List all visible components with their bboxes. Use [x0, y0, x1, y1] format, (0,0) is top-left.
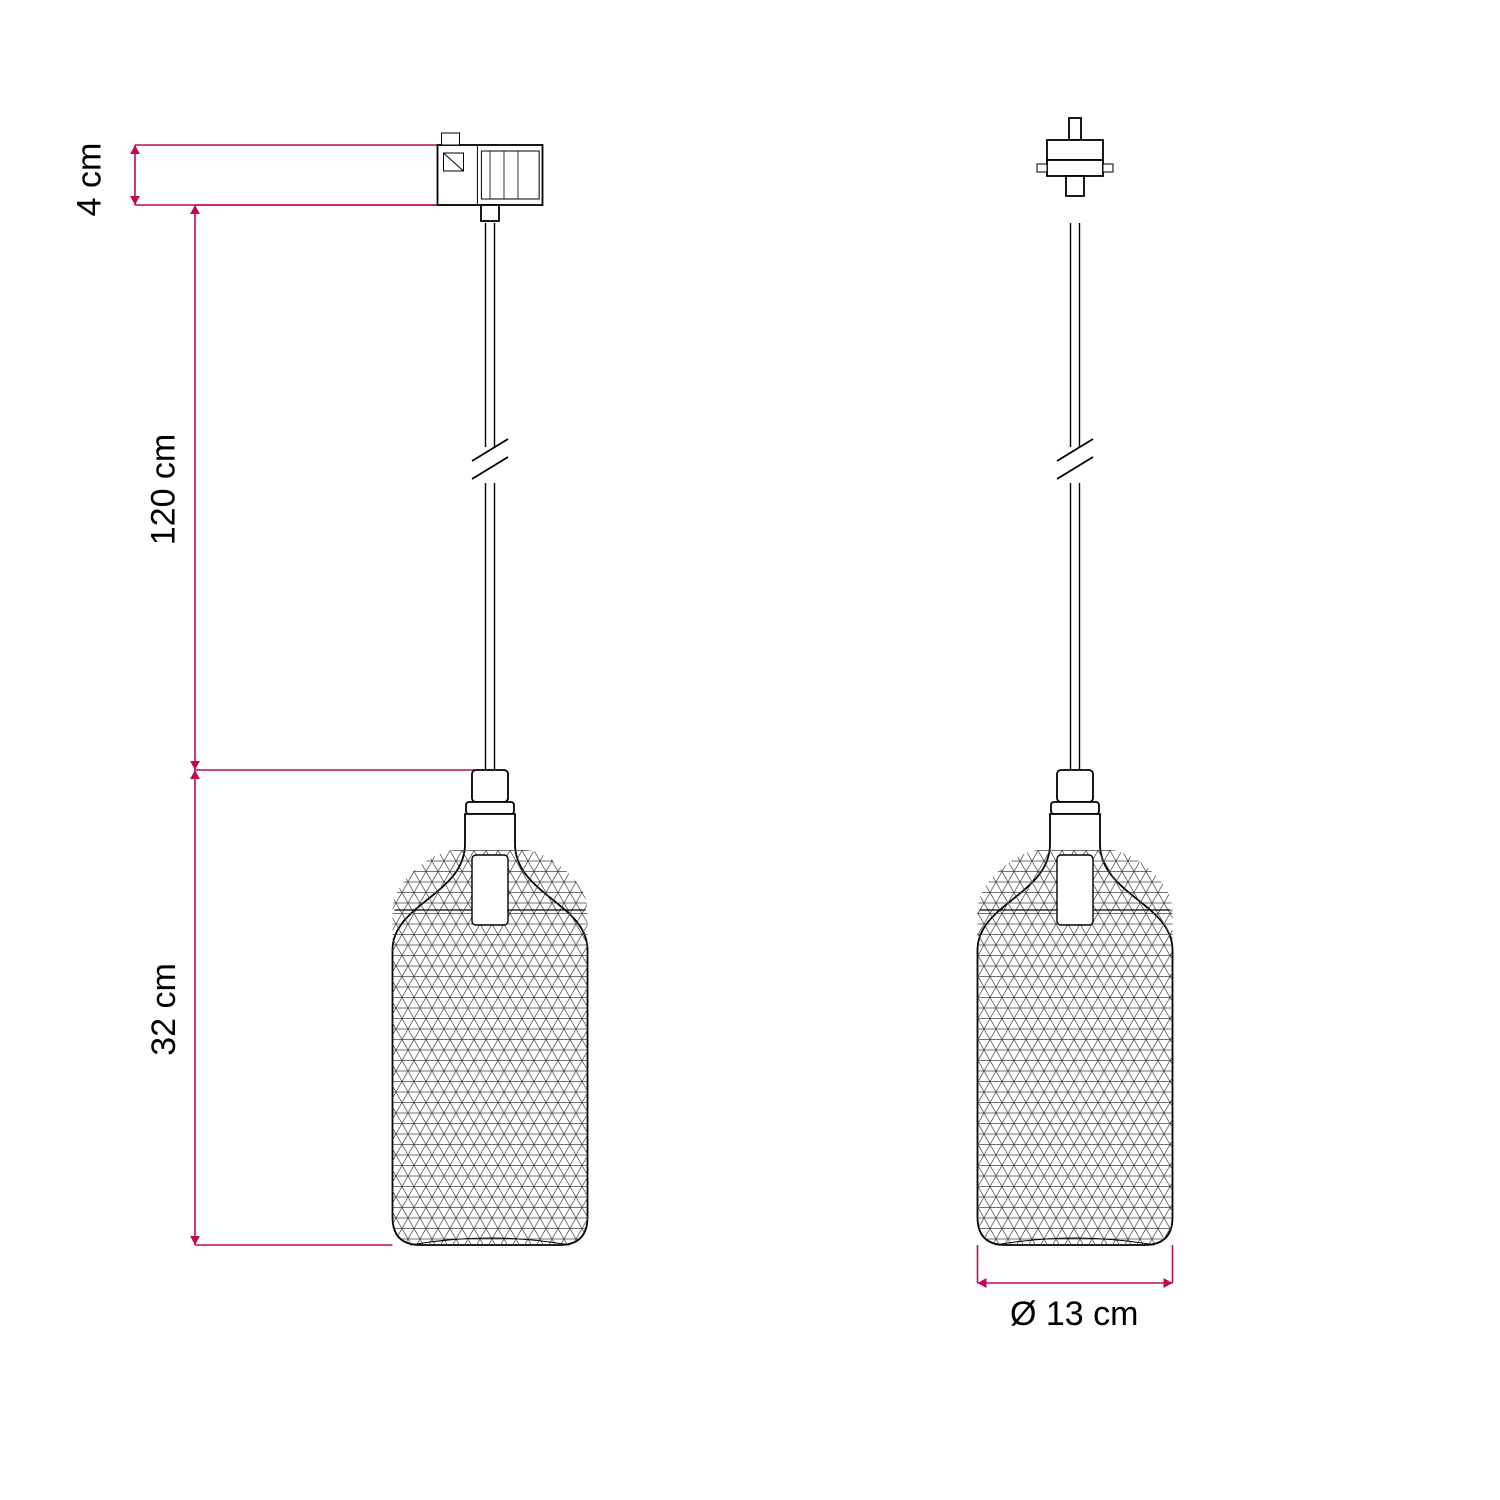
pendant-lamp: [973, 118, 1178, 1255]
dim-cord-length: 120 cm: [144, 434, 183, 546]
pendant-lamp: [388, 133, 593, 1255]
dim-connector-height: 4 cm: [70, 143, 109, 217]
dim-shade-diameter: Ø 13 cm: [1010, 1295, 1138, 1334]
dim-shade-height: 32 cm: [145, 963, 184, 1056]
